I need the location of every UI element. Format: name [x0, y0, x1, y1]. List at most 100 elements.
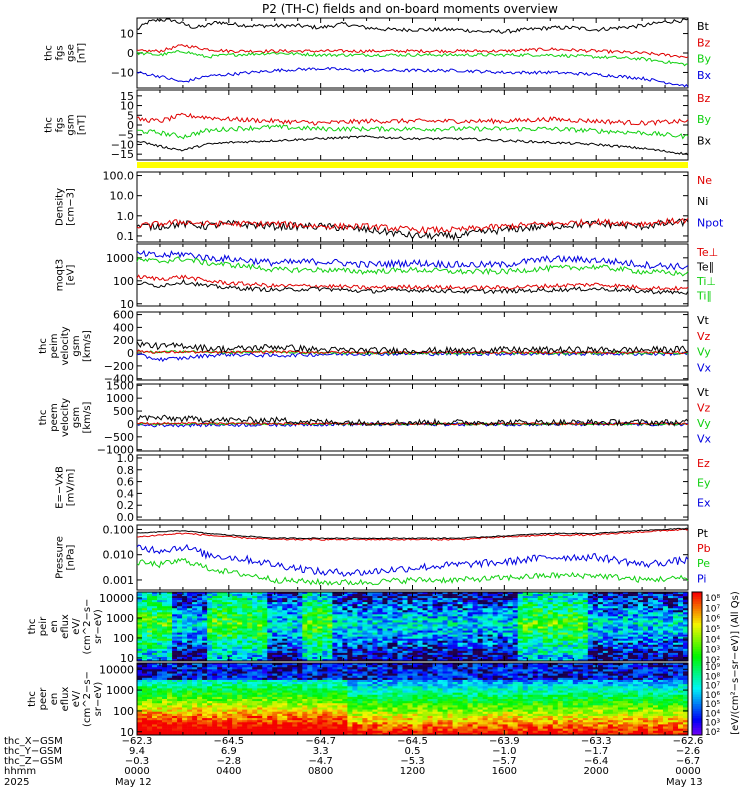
spectrogram-cell: [302, 656, 308, 660]
spectrogram-cell: [487, 654, 493, 658]
spectrogram-cell: [257, 650, 263, 654]
spectrogram-cell: [252, 604, 258, 607]
y-tick-label: −500: [104, 431, 134, 444]
spectrogram-cell: [467, 644, 473, 648]
spectrogram-cell: [197, 667, 203, 670]
spectrogram-cell: [237, 608, 243, 611]
spectrogram-cell: [167, 665, 173, 668]
spectrogram-cell: [587, 596, 594, 599]
spectrogram-cell: [672, 602, 679, 605]
spectrogram-cell: [537, 654, 544, 658]
spectrogram-cell: [482, 638, 488, 642]
spectrogram-cell: [232, 624, 238, 627]
spectrogram-cell: [317, 608, 323, 611]
spectrogram-cell: [262, 594, 268, 597]
spectrogram-cell: [357, 646, 363, 650]
spectrogram-cell: [412, 600, 418, 603]
spectrogram-cell: [457, 602, 463, 605]
spectrogram-cell: [582, 616, 589, 619]
spectrogram-cell: [252, 624, 258, 627]
spectrogram-cell: [412, 634, 418, 637]
spectrogram-cell: [617, 644, 624, 648]
spectrogram-cell: [412, 646, 418, 650]
spectrogram-cell: [532, 669, 539, 672]
spectrogram-cell: [652, 638, 659, 642]
spectrogram-cell: [382, 652, 388, 656]
spectrogram-cell: [542, 612, 549, 615]
spectrogram-cell: [627, 671, 634, 674]
spectrogram-cell: [162, 604, 168, 607]
spectrogram-cell: [267, 642, 273, 646]
spectrogram-cell: [252, 630, 258, 633]
spectrogram-cell: [642, 646, 649, 650]
spectrogram-cell: [242, 642, 248, 646]
spectrogram-cell: [542, 632, 549, 635]
spectrogram-cell: [392, 630, 398, 633]
spectrogram-cell: [467, 616, 473, 619]
spectrogram-cell: [627, 610, 634, 613]
spectrogram-cell: [542, 630, 549, 633]
spectrogram-cell: [597, 594, 604, 597]
spectrogram-cell: [452, 646, 458, 650]
spectrogram-cell: [452, 592, 458, 595]
spectrogram-cell: [347, 656, 353, 660]
spectrogram-cell: [212, 612, 218, 615]
spectrogram-cell: [582, 632, 589, 635]
spectrogram-cell: [462, 671, 468, 674]
spectrogram-cell: [642, 610, 649, 613]
spectrogram-cell: [352, 665, 358, 668]
spectrogram-cell: [192, 658, 198, 662]
y-axis-label: en: [49, 620, 60, 633]
spectrogram-cell: [182, 616, 188, 619]
spectrogram-cell: [552, 606, 559, 609]
spectrogram-cell: [192, 634, 198, 637]
spectrogram-cell: [332, 594, 338, 597]
spectrogram-cell: [567, 646, 574, 650]
spectrogram-cell: [212, 592, 218, 595]
spectrogram-cell: [267, 665, 273, 668]
spectrogram-cell: [157, 610, 163, 613]
panel-2: [137, 162, 688, 168]
spectrogram-cell: [147, 669, 153, 672]
spectrogram-cell: [222, 650, 228, 654]
spectrogram-cell: [582, 594, 589, 597]
spectrogram-cell: [197, 596, 203, 599]
spectrogram-cell: [337, 648, 343, 652]
spectrogram-cell: [467, 646, 473, 650]
spectrogram-cell: [307, 665, 313, 668]
spectrogram-cell: [647, 642, 654, 646]
spectrogram-cell: [152, 654, 158, 658]
spectrogram-cell: [457, 638, 463, 642]
spectrogram-cell: [527, 594, 534, 597]
spectrogram-cell: [297, 658, 303, 662]
spectrogram-cell: [662, 665, 669, 668]
spectrogram-cell: [317, 640, 323, 644]
spectrogram-cell: [312, 594, 318, 597]
spectrogram-cell: [212, 598, 218, 601]
spectrogram-cell: [352, 614, 358, 617]
spectrogram-cell: [267, 612, 273, 615]
spectrogram-cell: [567, 614, 574, 617]
spectrogram-cell: [222, 652, 228, 656]
spectrogram-cell: [342, 636, 348, 639]
spectrogram-cell: [262, 616, 268, 619]
spectrogram-cell: [552, 632, 559, 635]
spectrogram-cell: [232, 602, 238, 605]
spectrogram-cell: [412, 610, 418, 613]
spectrogram-cell: [642, 608, 649, 611]
spectrogram-cell: [372, 600, 378, 603]
spectrogram-cell: [292, 632, 298, 635]
spectrogram-cell: [472, 612, 478, 615]
spectrogram-cell: [547, 618, 554, 621]
spectrogram-cell: [562, 614, 569, 617]
spectrogram-cell: [357, 658, 363, 662]
spectrogram-cell: [317, 650, 323, 654]
spectrogram-cell: [157, 612, 163, 615]
spectrogram-cell: [352, 636, 358, 639]
spectrogram-cell: [337, 632, 343, 635]
spectrogram-cell: [232, 654, 238, 658]
spectrogram-cell: [267, 616, 273, 619]
spectrogram-cell: [422, 654, 428, 658]
spectrogram-cell: [167, 600, 173, 603]
y-tick-label: 100: [113, 632, 134, 645]
